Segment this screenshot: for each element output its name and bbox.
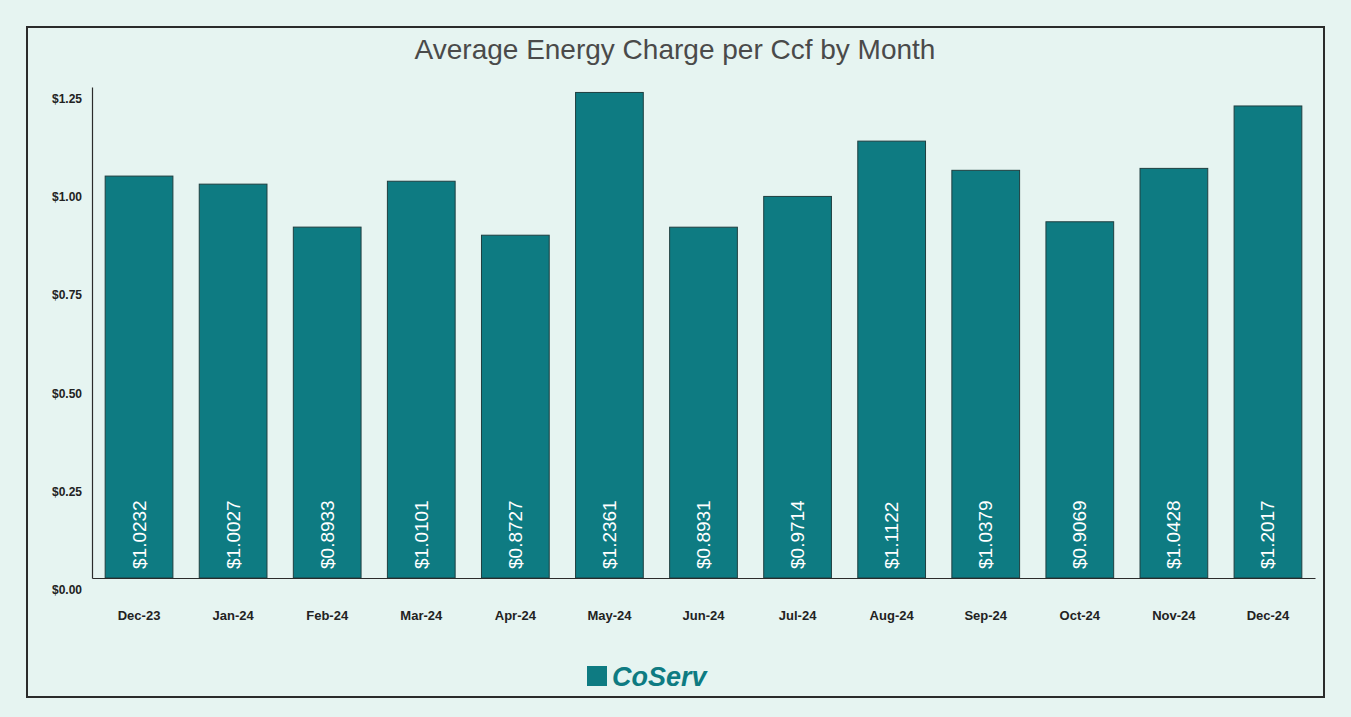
data-label: $0.9069 [1069,500,1090,569]
bar [858,141,926,578]
data-label: $1.0232 [129,500,150,569]
chart: Average Energy Charge per Ccf by Month $0… [0,0,1351,717]
bar [1046,222,1114,578]
x-tick-label: Nov-24 [1152,608,1196,623]
bar [1234,106,1302,578]
bar [1140,168,1208,578]
x-tick-label: Jan-24 [213,608,255,623]
x-tick: Oct-24 [1060,578,1101,623]
x-tick: Apr-24 [495,578,537,623]
bar [293,227,361,578]
data-label: $1.0101 [411,500,432,569]
bar [576,92,644,578]
bar [199,184,267,578]
x-tick: Aug-24 [870,578,915,623]
data-label: $1.2361 [599,500,620,569]
y-tick: $1.25 [52,88,92,107]
y-tick-label: $0.75 [52,289,82,303]
bar [670,227,738,578]
y-tick: $0.25 [52,480,92,499]
bar [481,235,549,578]
data-labels: $1.0232 $1.0027 $0.8933 $1.0101 $0.8727 $1.23… [129,500,1279,569]
x-tick: Jun-24 [683,578,726,623]
x-tick: Dec-23 [118,578,161,623]
x-tick: Jan-24 [213,578,255,623]
y-axis-line [92,88,93,579]
data-label: $1.0428 [1163,500,1184,569]
x-tick-label: Jul-24 [779,608,817,623]
background [0,0,1351,717]
x-tick-label: May-24 [587,608,632,623]
x-tick: Jul-24 [779,578,817,623]
x-tick: Mar-24 [400,578,443,623]
x-tick-label: Dec-23 [118,608,161,623]
bars [105,92,1302,578]
x-axis-line [93,578,1316,579]
data-label: $1.0379 [975,500,996,569]
bar [764,196,832,578]
x-tick: May-24 [587,578,632,623]
x-tick-label: Mar-24 [400,608,443,623]
y-tick: $0.75 [52,284,92,303]
y-axis: $0.00 $0.25 $0.50 $0.75 $1.00 $1.25 [52,88,93,598]
y-tick-label: $0.25 [52,485,82,499]
x-tick-label: Dec-24 [1247,608,1290,623]
x-tick-label: Jun-24 [683,608,726,623]
data-label: $1.2017 [1257,500,1278,569]
y-tick: $1.00 [52,186,92,205]
x-tick: Dec-24 [1247,578,1290,623]
frame [27,27,1324,697]
data-label: $1.0027 [223,500,244,569]
x-tick-label: Aug-24 [870,608,915,623]
data-label: $0.8933 [317,500,338,569]
x-tick-label: Feb-24 [306,608,349,623]
data-label: $1.1122 [881,502,902,569]
x-tick-label: Oct-24 [1060,608,1101,623]
y-tick-label: $1.00 [52,190,82,204]
title: Average Energy Charge per Ccf by Month [415,34,936,65]
y-tick-label: $0.50 [52,387,82,401]
bar [952,170,1020,578]
y-tick: $0.50 [52,382,92,401]
data-label: $0.8727 [505,500,526,569]
x-tick: Feb-24 [306,578,349,623]
x-tick: Nov-24 [1152,578,1196,623]
bar [387,181,455,578]
y-tick: $0.00 [52,579,92,598]
x-tick-label: Sep-24 [964,608,1007,623]
x-axis: Dec-23 Jan-24 Feb-24 Mar-24 Apr-24 May-24 Jun-… [93,578,1316,623]
logo-text: CoServ [612,662,709,692]
x-tick-label: Apr-24 [495,608,537,623]
x-tick: Sep-24 [964,578,1007,623]
y-tick-label: $1.25 [52,92,82,106]
bar [105,176,173,578]
logo: CoServ [587,662,709,692]
data-label: $0.8931 [693,500,714,569]
logo-square [587,666,607,686]
data-label: $0.9714 [787,500,808,569]
y-tick-label: $0.00 [52,583,82,597]
